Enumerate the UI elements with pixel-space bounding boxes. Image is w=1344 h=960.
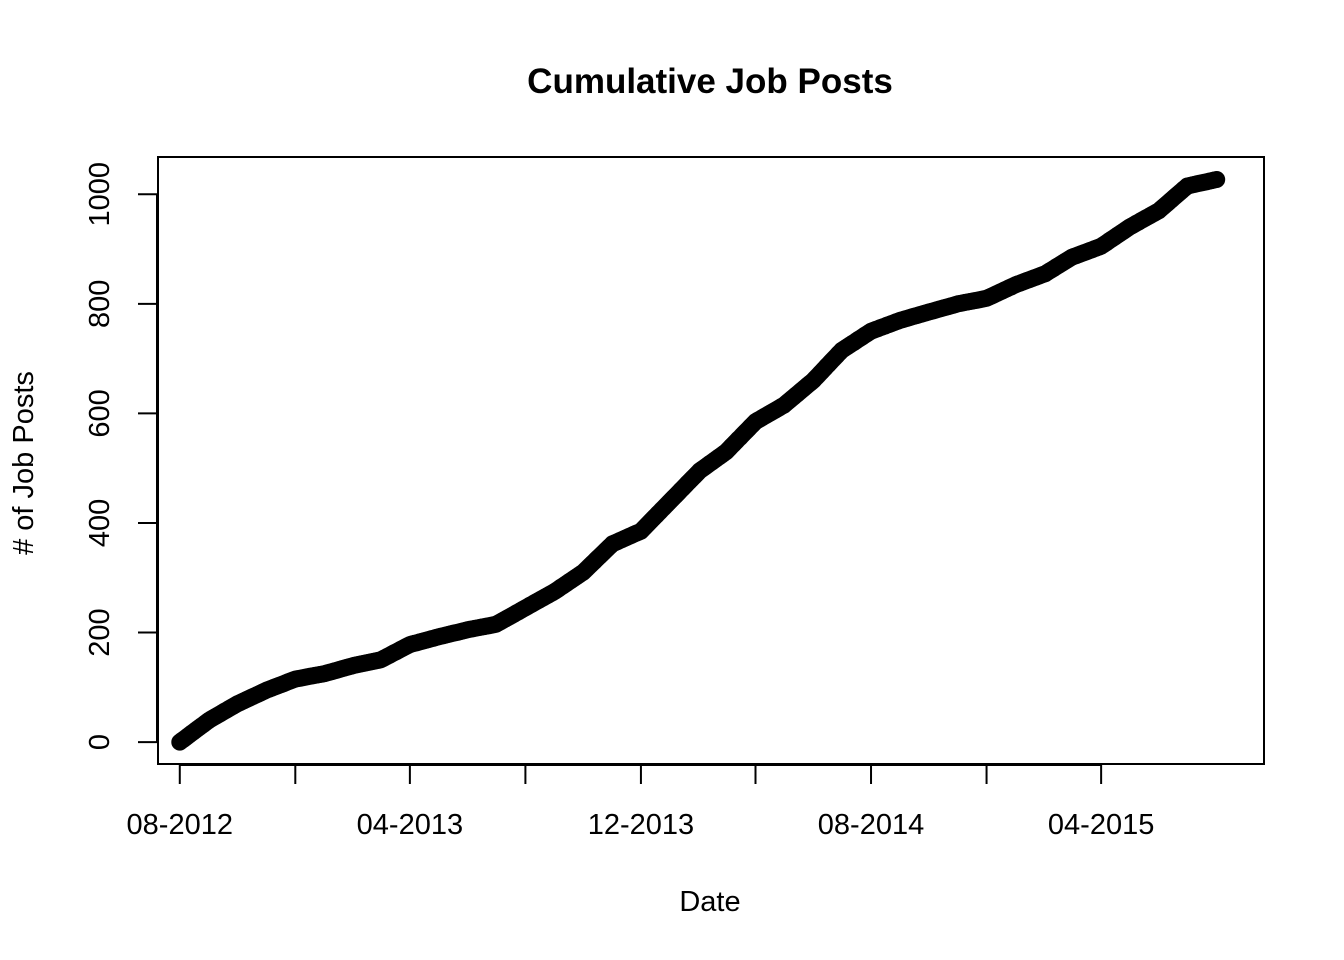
y-tick-label: 1000 — [84, 162, 116, 227]
y-tick-label: 0 — [84, 734, 116, 750]
y-tick-label: 200 — [84, 608, 116, 656]
x-tick-label: 12-2013 — [588, 809, 694, 841]
y-tick-label: 400 — [84, 499, 116, 547]
y-tick-label: 800 — [84, 280, 116, 328]
x-tick-label: 08-2012 — [127, 809, 233, 841]
y-tick-label: 600 — [84, 389, 116, 437]
data-points — [171, 171, 1226, 751]
data-point — [1208, 171, 1226, 188]
chart-title: Cumulative Job Posts — [527, 62, 893, 101]
x-tick-label: 04-2013 — [357, 809, 463, 841]
x-tick-label: 04-2015 — [1048, 809, 1154, 841]
x-tick-label: 08-2014 — [818, 809, 924, 841]
y-axis-label: # of Job Posts — [8, 371, 40, 555]
y-axis: 0 200 400 600 800 1000 — [84, 162, 158, 750]
x-axis: 08-2012 04-2013 12-2013 08-2014 04-2015 — [127, 764, 1154, 841]
x-axis-label: Date — [679, 886, 740, 918]
